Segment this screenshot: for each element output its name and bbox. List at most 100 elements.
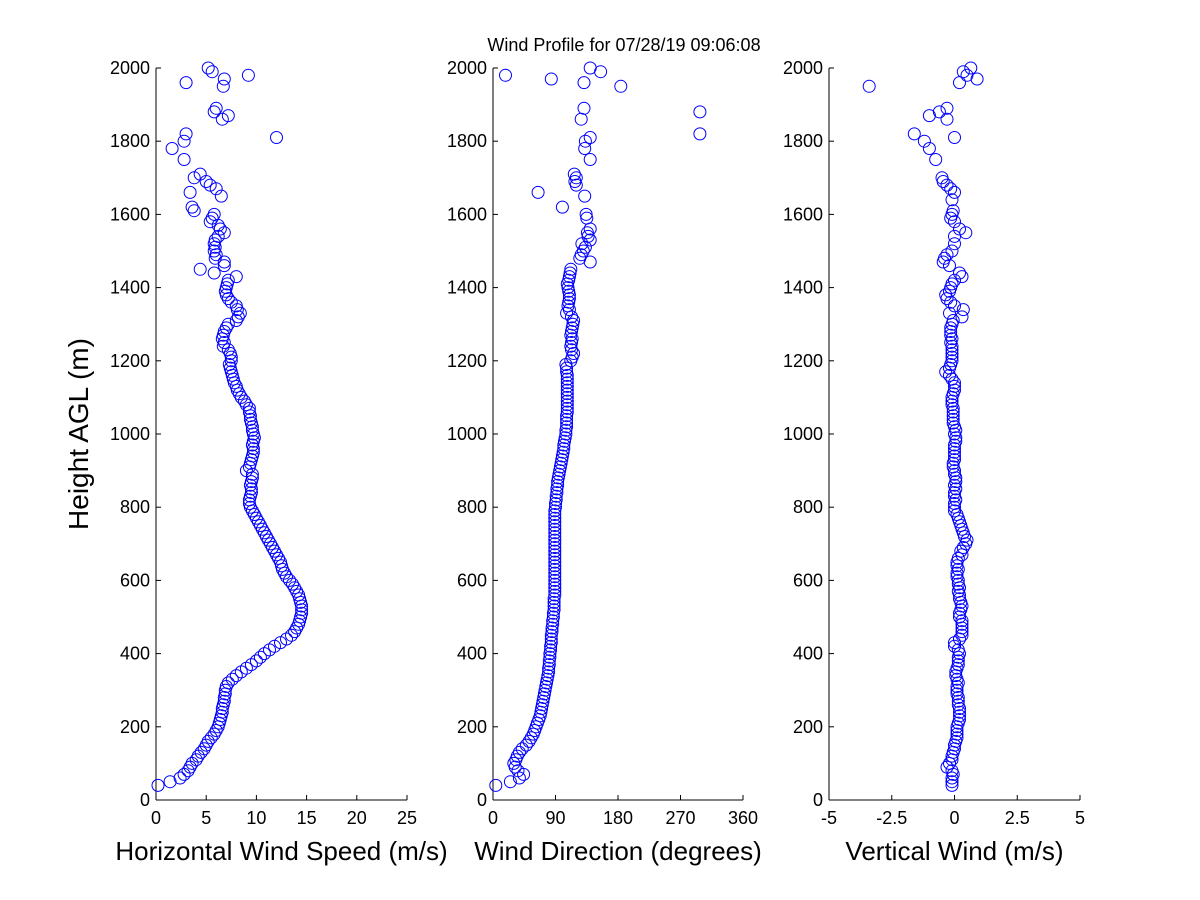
- data-point: [544, 636, 558, 650]
- data-point: [693, 105, 707, 119]
- data-point: [548, 577, 562, 591]
- data-point: [187, 204, 201, 218]
- data-point: [511, 764, 525, 778]
- data-point: [247, 508, 261, 521]
- panel-wind-direction: 0 200 400 600 800 1000 1200 1400 1600 1800 2000 0 90…: [447, 58, 762, 866]
- data-point: [953, 713, 966, 726]
- data-point: [560, 405, 574, 419]
- data-point: [945, 372, 959, 386]
- data-point: [209, 101, 223, 115]
- data-point: [960, 68, 974, 82]
- y-tick-label: 0: [477, 790, 487, 810]
- data-point: [249, 511, 263, 525]
- data-point: [280, 632, 293, 646]
- data-point: [244, 486, 258, 500]
- data-point: [548, 522, 562, 536]
- data-point: [583, 233, 597, 247]
- data-point: [173, 771, 187, 785]
- data-point: [950, 687, 964, 701]
- data-point: [209, 182, 223, 196]
- data-point: [221, 109, 235, 123]
- y-tick-label: 600: [793, 570, 823, 590]
- data-point: [955, 614, 969, 628]
- data-point: [286, 577, 299, 591]
- data-point: [939, 288, 953, 302]
- data-point: [954, 544, 968, 558]
- data-point: [216, 79, 230, 93]
- y-tick-label: 2000: [110, 58, 150, 78]
- y-axis-label-group: Height AGL (m): [63, 338, 94, 530]
- x-tick-label: 270: [665, 808, 695, 828]
- data-point: [233, 306, 247, 320]
- data-point: [217, 336, 231, 349]
- data-point: [955, 522, 969, 536]
- data-point: [268, 544, 281, 558]
- data-point: [959, 226, 973, 240]
- y-tick-label: 1000: [110, 424, 150, 444]
- y-tick-label: 1800: [783, 131, 823, 151]
- data-point: [280, 570, 293, 584]
- data-point: [544, 632, 558, 646]
- data-point: [940, 112, 954, 126]
- data-point: [578, 189, 592, 203]
- y-tick-label: 1800: [447, 131, 487, 151]
- data-point: [545, 625, 559, 639]
- data-point: [548, 562, 562, 576]
- data-point: [548, 551, 562, 565]
- data-point: [956, 541, 970, 554]
- y-tick-label: 2000: [447, 58, 487, 78]
- data-point: [548, 519, 562, 532]
- data-point: [950, 683, 964, 697]
- data-point: [242, 497, 256, 510]
- y-tick-label: 1000: [447, 424, 487, 444]
- data-point: [949, 475, 963, 489]
- data-point: [229, 314, 243, 327]
- data-point: [951, 643, 965, 657]
- data-point: [204, 731, 218, 745]
- data-point: [214, 189, 228, 203]
- y-axis-label: Height AGL (m): [63, 338, 94, 530]
- data-point: [547, 599, 561, 613]
- data-point: [257, 526, 271, 540]
- data-point: [548, 584, 562, 598]
- data-point: [560, 394, 574, 408]
- data-point: [499, 68, 512, 82]
- data-point: [229, 669, 243, 683]
- data-point: [580, 226, 594, 240]
- data-point: [288, 625, 302, 639]
- data-point: [542, 658, 556, 672]
- data-point: [953, 709, 966, 723]
- data-point: [943, 368, 956, 382]
- data-point: [524, 731, 538, 745]
- data-point: [946, 460, 960, 474]
- data-point: [945, 775, 959, 789]
- y-tick-label: 0: [140, 790, 150, 810]
- x-tick-label: 90: [545, 808, 565, 828]
- y-tick-label: 0: [813, 790, 823, 810]
- data-point: [266, 541, 279, 554]
- data-point: [241, 68, 255, 82]
- data-point: [944, 182, 958, 196]
- data-point: [560, 420, 574, 434]
- data-point: [270, 131, 283, 144]
- y-tick-label: 1800: [110, 131, 150, 151]
- data-point: [510, 749, 524, 763]
- data-point: [221, 317, 235, 331]
- data-point: [189, 753, 203, 767]
- data-point: [222, 358, 236, 371]
- data-point: [285, 628, 298, 642]
- data-point: [960, 533, 974, 547]
- data-point: [946, 204, 960, 218]
- data-point: [948, 299, 961, 313]
- data-point: [948, 445, 961, 459]
- data-point: [555, 200, 569, 214]
- x-tick-label: -2.5: [876, 808, 907, 828]
- data-point: [548, 581, 562, 595]
- data-point: [519, 738, 533, 752]
- data-point: [614, 79, 628, 93]
- y-tick-label: 1400: [447, 278, 487, 298]
- data-point: [223, 347, 237, 360]
- data-point: [207, 105, 221, 119]
- data-point: [217, 255, 231, 269]
